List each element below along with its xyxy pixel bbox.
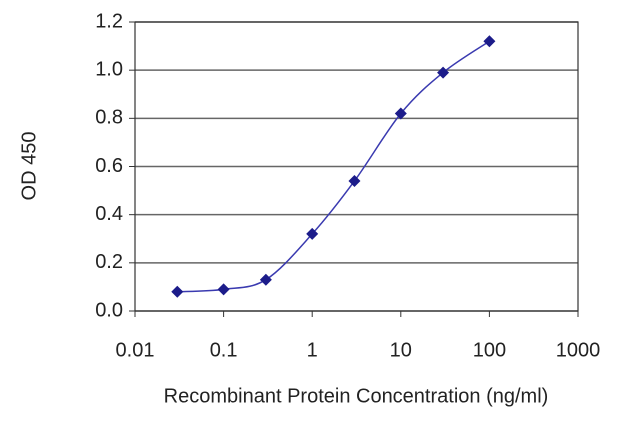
data-point [306,227,319,240]
data-point [437,66,450,79]
data-line [177,40,490,293]
data-point [217,283,230,296]
x-tick-label: 0.1 [210,339,238,361]
data-point [171,285,184,298]
data-point [348,174,361,187]
x-tick-label: 100 [473,339,506,361]
x-tick-label: 1 [307,339,318,361]
x-axis-label: Recombinant Protein Concentration (ng/ml… [164,385,549,407]
y-tick-label: 0.2 [95,251,123,273]
y-axis-label: OD 450 [18,132,40,201]
data-point [483,35,496,48]
plot-frame [134,21,579,312]
x-tick-label: 1000 [556,339,601,361]
y-tick-label: 0.6 [95,155,123,177]
x-tick-label: 0.01 [116,339,155,361]
y-tick-label: 0.8 [95,107,123,129]
data-point [394,107,407,120]
y-tick-label: 0.4 [95,203,123,225]
y-tick-label: 0.0 [95,299,123,321]
y-tick-label: 1.0 [95,58,123,80]
data-point [259,273,272,286]
y-tick-label: 1.2 [95,10,123,32]
x-tick-label: 10 [390,339,412,361]
